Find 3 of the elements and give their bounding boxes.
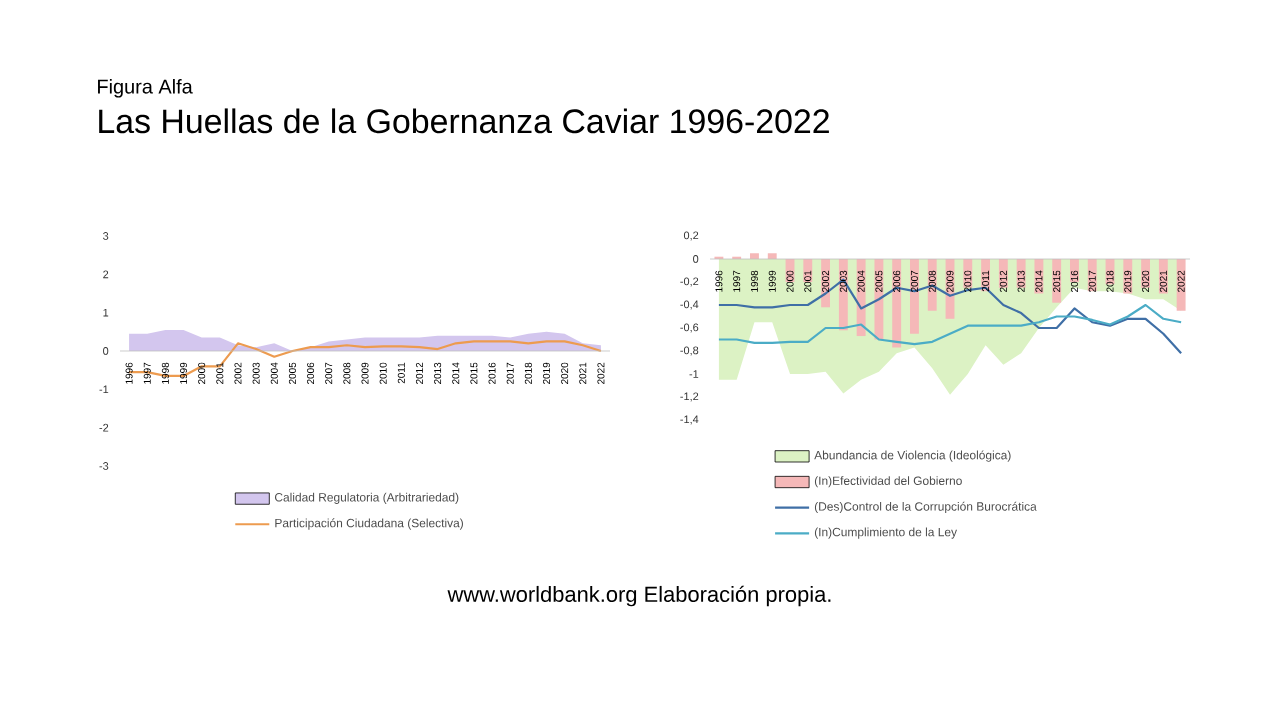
text: www.worldbank.org Elaboración propia. (447, 585, 831, 607)
chart-title: Las Huellas de la Gobernanza Caviar 1996-2022 (99, 108, 829, 134)
chart-subtitle: Figura Alfa (98, 79, 193, 98)
